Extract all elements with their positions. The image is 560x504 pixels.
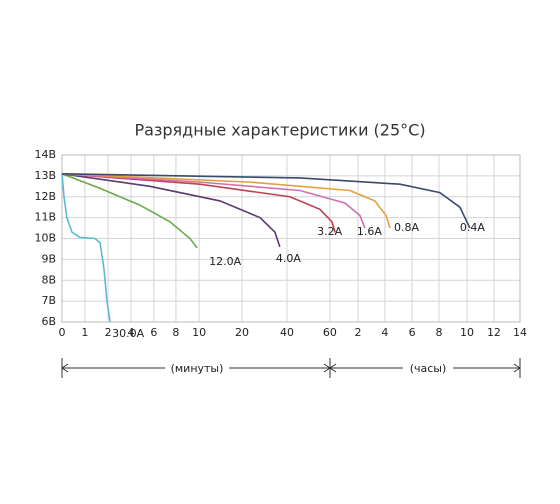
x-tick-label: 10	[192, 326, 206, 339]
y-tick-label: 10В	[34, 232, 56, 245]
x-tick-label: 12	[487, 326, 501, 339]
section-label: (часы)	[410, 362, 447, 375]
curve-label: 1.6A	[357, 225, 382, 238]
y-tick-label: 7В	[41, 294, 56, 307]
x-tick-label: 8	[172, 326, 179, 339]
discharge-curve	[61, 172, 281, 248]
discharge-curve	[61, 172, 336, 233]
curve-label: 30.0A	[112, 327, 144, 340]
y-tick-label: 11В	[34, 211, 56, 224]
x-tick-label: 8	[435, 326, 442, 339]
x-tick-label: 0	[59, 326, 66, 339]
x-tick-label: 6	[409, 326, 416, 339]
y-tick-label: 12В	[34, 190, 56, 203]
curve-label: 0.8A	[394, 221, 419, 234]
discharge-curve	[61, 172, 471, 229]
y-tick-label: 9В	[41, 252, 56, 265]
section-label: (минуты)	[171, 362, 224, 375]
discharge-curve	[61, 173, 111, 323]
section-label-bg	[403, 361, 453, 375]
y-tick-label: 8В	[41, 273, 56, 286]
x-tick-label: 60	[323, 326, 337, 339]
discharge-curve	[61, 172, 366, 229]
x-tick-label: 40	[280, 326, 294, 339]
discharge-curve	[61, 172, 391, 229]
plot-frame	[61, 154, 521, 323]
x-tick-label: 10	[460, 326, 474, 339]
x-tick-label: 1	[81, 326, 88, 339]
x-tick-label: 4	[127, 326, 134, 339]
y-tick-label: 6В	[41, 315, 56, 328]
x-tick-label: 20	[235, 326, 249, 339]
curve-label: 0.4A	[460, 221, 485, 234]
curve-label: 3.2A	[317, 225, 342, 238]
x-tick-label: 6	[150, 326, 157, 339]
x-tick-label: 2	[105, 326, 112, 339]
x-tick-label: 14	[513, 326, 527, 339]
y-tick-label: 14В	[34, 148, 56, 161]
chart-title: Разрядные характеристики (25°C)	[134, 121, 425, 140]
section-label-bg	[165, 361, 229, 375]
discharge-curve	[61, 173, 198, 249]
curve-label: 12.0A	[209, 255, 241, 268]
curve-label: 4.0A	[276, 252, 301, 265]
x-tick-label: 4	[381, 326, 388, 339]
x-tick-label: 2	[354, 326, 361, 339]
y-tick-label: 13В	[34, 169, 56, 182]
